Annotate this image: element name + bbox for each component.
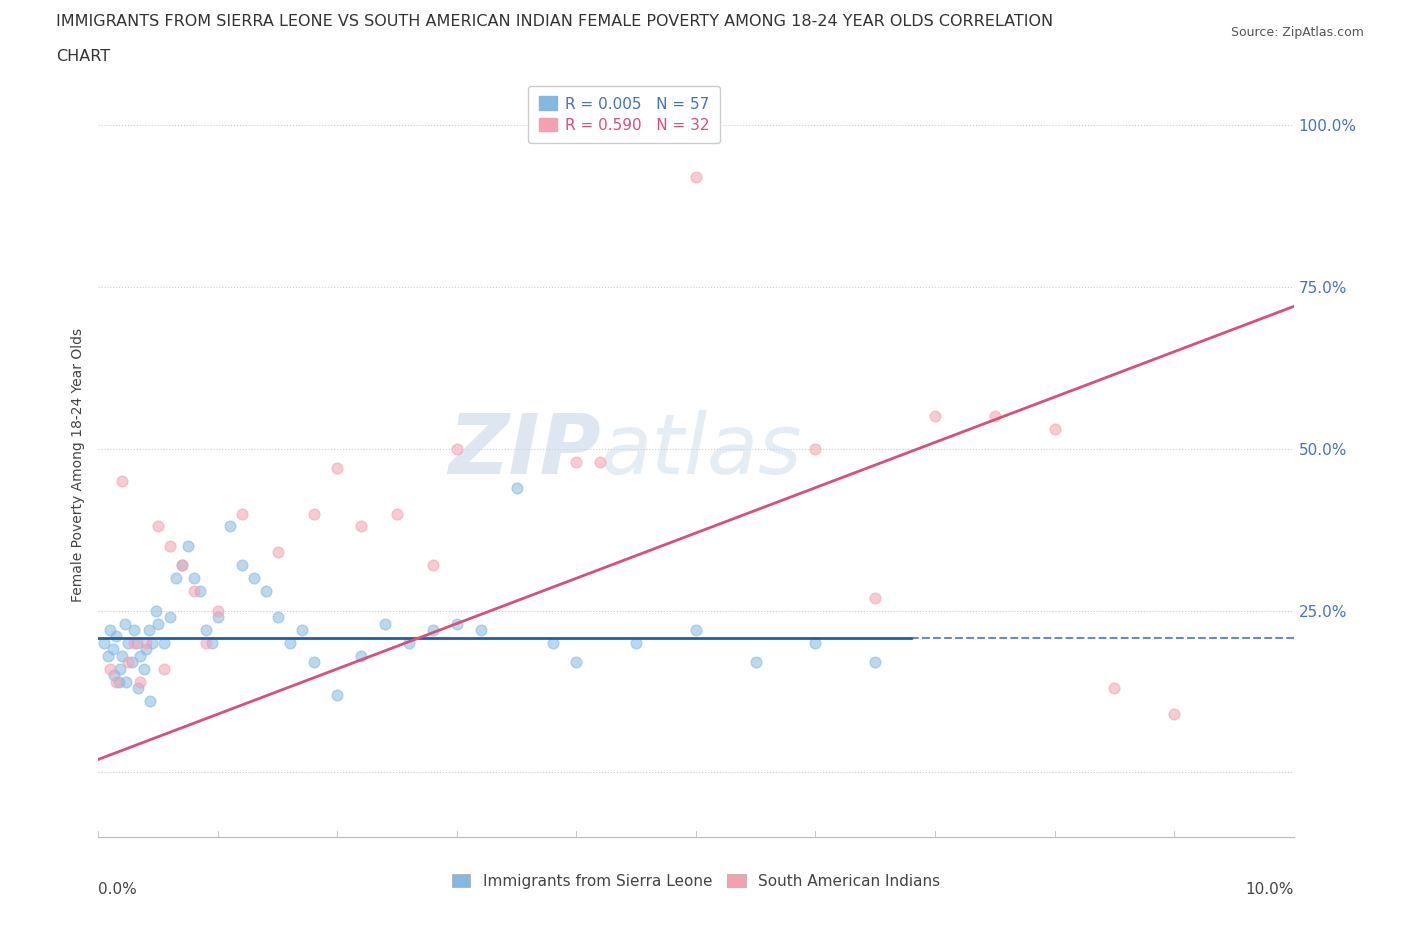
Point (984, 409, 1007, 424)
Point (124, 622, 146, 637)
Point (138, 622, 160, 637)
Point (398, 635, 420, 650)
Point (565, 455, 588, 470)
Point (132, 661, 155, 676)
Point (207, 609, 229, 624)
Point (267, 545, 290, 560)
Point (98, 661, 122, 676)
Point (565, 655, 588, 670)
Point (804, 442, 827, 457)
Point (924, 409, 946, 424)
Point (374, 616, 396, 631)
Point (685, 169, 707, 184)
Point (326, 687, 349, 702)
Point (114, 616, 136, 631)
Point (111, 648, 134, 663)
Point (183, 584, 205, 599)
Point (121, 655, 143, 670)
Point (124, 635, 146, 650)
Point (589, 455, 612, 470)
Point (219, 519, 242, 534)
Point (254, 584, 277, 599)
Text: atlas: atlas (600, 409, 801, 491)
Point (201, 635, 224, 650)
Point (159, 538, 181, 553)
Point (506, 480, 529, 495)
Point (183, 571, 205, 586)
Point (127, 681, 149, 696)
Point (148, 519, 170, 534)
Point (125, 635, 148, 650)
Point (97, 648, 120, 663)
Legend: Immigrants from Sierra Leone, South American Indians: Immigrants from Sierra Leone, South Amer… (444, 866, 948, 897)
Point (745, 655, 768, 670)
Text: Source: ZipAtlas.com: Source: ZipAtlas.com (1230, 26, 1364, 39)
Point (541, 635, 564, 650)
Point (207, 604, 229, 618)
Point (98, 622, 122, 637)
Point (177, 538, 200, 553)
Point (135, 635, 157, 650)
Y-axis label: Female Poverty Among 18-24 Year Olds: Female Poverty Among 18-24 Year Olds (72, 328, 86, 602)
Point (111, 473, 134, 488)
Point (129, 648, 152, 663)
Point (105, 629, 128, 644)
Point (101, 642, 124, 657)
Point (153, 635, 176, 650)
Text: IMMIGRANTS FROM SIERRA LEONE VS SOUTH AMERICAN INDIAN FEMALE POVERTY AMONG 18-24: IMMIGRANTS FROM SIERRA LEONE VS SOUTH AM… (56, 14, 1053, 29)
Point (231, 558, 253, 573)
Text: CHART: CHART (56, 49, 110, 64)
Point (350, 519, 373, 534)
Point (172, 558, 194, 573)
Point (302, 655, 325, 670)
Text: 10.0%: 10.0% (1246, 882, 1294, 897)
Text: ZIP: ZIP (447, 409, 600, 491)
Point (446, 442, 468, 457)
Point (422, 558, 444, 573)
Point (172, 558, 194, 573)
Point (302, 506, 325, 521)
Point (626, 635, 648, 650)
Point (865, 591, 887, 605)
Point (108, 661, 131, 676)
Point (159, 609, 181, 624)
Point (165, 571, 187, 586)
Point (129, 674, 152, 689)
Point (145, 604, 167, 618)
Point (148, 616, 170, 631)
Point (267, 609, 290, 624)
Point (243, 571, 266, 586)
Point (141, 635, 163, 650)
Point (422, 622, 444, 637)
Point (1043, 422, 1066, 437)
Point (278, 635, 301, 650)
Point (195, 635, 218, 650)
Point (1104, 681, 1126, 696)
Point (135, 642, 157, 657)
Point (1163, 707, 1185, 722)
Point (107, 674, 129, 689)
Point (105, 674, 128, 689)
Point (804, 635, 827, 650)
Text: 0.0%: 0.0% (98, 882, 138, 897)
Point (231, 506, 253, 521)
Point (93, 635, 115, 650)
Point (291, 622, 314, 637)
Point (470, 622, 492, 637)
Point (350, 648, 373, 663)
Point (117, 635, 139, 650)
Point (115, 674, 138, 689)
Point (685, 622, 707, 637)
Point (326, 460, 349, 475)
Point (188, 584, 211, 599)
Point (117, 655, 139, 670)
Point (385, 506, 409, 521)
Point (446, 616, 468, 631)
Point (195, 622, 218, 637)
Point (139, 694, 162, 709)
Point (103, 668, 125, 683)
Point (865, 655, 887, 670)
Point (153, 661, 176, 676)
